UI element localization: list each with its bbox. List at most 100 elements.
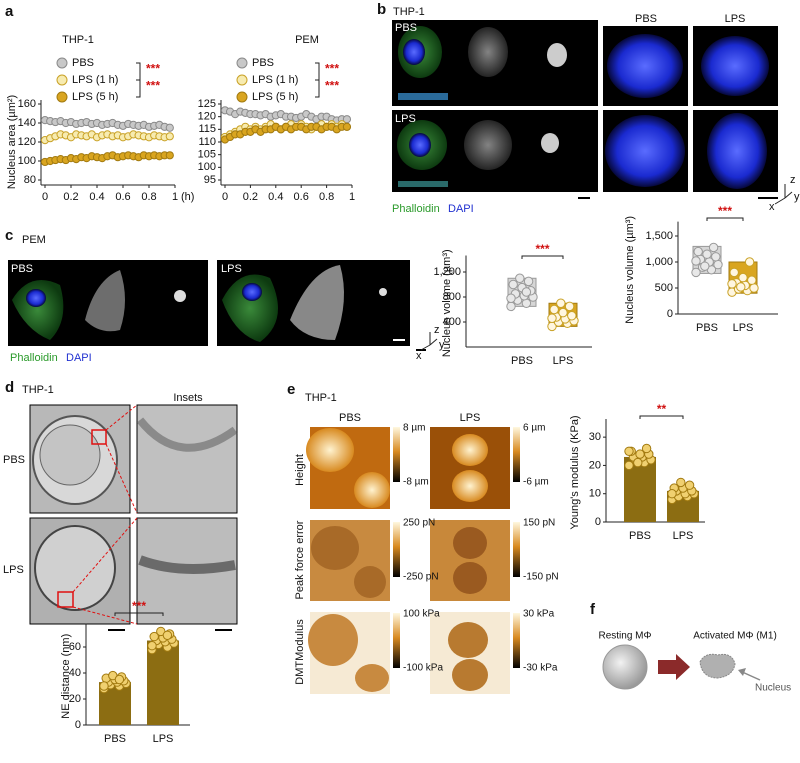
panel-label: f (590, 601, 596, 618)
legend-label: LPS (1 h) (252, 74, 298, 86)
significance-label: *** (325, 79, 339, 93)
x-tick-label: 0.8 (319, 191, 334, 203)
data-point (747, 275, 757, 285)
y-axis-label: Young's modulus (KPa) (569, 415, 581, 529)
data-point (567, 311, 577, 321)
significance-bracket (315, 62, 320, 81)
significance-label: *** (146, 62, 160, 76)
x-tick-label: PBS (696, 322, 718, 334)
legend-label: PBS (72, 57, 94, 69)
y-tick-label: 100 (198, 161, 216, 173)
x-axis-label: (h) (181, 191, 194, 203)
data-point (713, 259, 723, 270)
legend-label: PBS (252, 57, 274, 69)
data-point (667, 489, 677, 499)
data-point (702, 249, 712, 259)
y-axis-label: NE distance (nm) (60, 634, 72, 719)
axis-glyph: z (434, 324, 440, 336)
y-tick-label: 0 (595, 516, 601, 528)
y-tick-label: 95 (204, 174, 216, 186)
significance-label: *** (325, 62, 339, 76)
x-tick-label: LPS (673, 530, 694, 542)
microscopy-images (392, 20, 778, 199)
y-tick-label: 120 (198, 111, 216, 123)
axis-glyph: y (794, 191, 800, 203)
x-tick-label: LPS (733, 322, 754, 334)
x-tick-label: LPS (153, 733, 174, 745)
data-point (521, 287, 532, 297)
schematic (602, 644, 761, 690)
column-header: LPS (460, 412, 481, 424)
colorbar-label: -6 µm (523, 477, 549, 488)
axis-glyph: x (769, 201, 775, 213)
data-point (624, 460, 634, 471)
y-tick-label: 30 (589, 431, 601, 443)
bar (147, 640, 179, 725)
significance-bracket (639, 415, 684, 419)
axis-indicator (420, 332, 438, 351)
x-tick-label: PBS (629, 530, 651, 542)
y-tick-label: 140 (18, 117, 36, 129)
data-point (684, 480, 695, 490)
panel-label: a (5, 3, 14, 20)
y-tick-label: 10 (589, 488, 601, 500)
row-label: PBS (3, 454, 25, 466)
y-tick-label: 120 (18, 136, 36, 148)
y-tick-label: 160 (18, 98, 36, 110)
data-point (641, 443, 652, 454)
data-point (165, 123, 174, 132)
colorbar-label: -250 pN (403, 572, 439, 583)
image-label: LPS (395, 113, 416, 125)
row-label: LPS (3, 564, 24, 576)
schematic-label: Activated MΦ (M1) (693, 631, 777, 642)
data-point (342, 122, 352, 131)
schematic-label: Nucleus (755, 683, 791, 694)
x-tick-label: 1 (172, 191, 178, 203)
data-point (149, 631, 159, 642)
column-header: PBS (635, 13, 657, 25)
colorbar-label: -8 µm (403, 477, 429, 488)
data-point (633, 457, 643, 468)
panel-label: d (5, 379, 14, 396)
legend-label: LPS (5 h) (72, 91, 118, 103)
panel-title: PEM (22, 234, 46, 246)
y-tick-label: 125 (198, 98, 216, 110)
panel-title: THP-1 (305, 392, 337, 404)
y-axis-label: Nucleus volume (µm³) (441, 249, 453, 357)
colorbar-label: -150 pN (523, 572, 559, 583)
data-point (506, 293, 516, 303)
chart-title: THP-1 (62, 34, 94, 46)
y-tick-label: 60 (69, 641, 81, 653)
colorbar-label: 150 pN (523, 518, 555, 529)
y-tick-label: 80 (24, 174, 36, 186)
panel-label: b (377, 1, 386, 18)
data-point (547, 313, 557, 323)
significance-bracket (521, 255, 564, 259)
y-tick-label: 400 (443, 316, 461, 328)
axis-indicator (774, 184, 793, 205)
microscopy-images (8, 260, 426, 351)
x-tick-label: 0 (222, 191, 228, 203)
chart-title: PEM (295, 34, 319, 46)
y-tick-label: 1,000 (645, 256, 673, 268)
panel-label: c (5, 227, 13, 244)
image-label: PBS (11, 263, 33, 275)
stain-label: DAPI (66, 352, 92, 364)
legend-marker (236, 74, 248, 86)
significance-label: ** (657, 402, 667, 416)
x-tick-label: 0.8 (141, 191, 156, 203)
significance-label: *** (535, 242, 549, 256)
data-point (162, 630, 173, 640)
x-tick-label: PBS (104, 733, 126, 745)
row-label: DMTModulus (294, 619, 306, 685)
data-point (700, 261, 710, 271)
data-point (556, 298, 566, 308)
data-point (727, 279, 737, 289)
y-tick-label: 100 (18, 155, 36, 167)
data-point (738, 272, 748, 283)
data-point (729, 267, 739, 278)
y-tick-label: 40 (69, 667, 81, 679)
data-point (515, 273, 525, 283)
x-tick-label: 0.4 (89, 191, 104, 203)
significance-bracket (136, 79, 141, 98)
